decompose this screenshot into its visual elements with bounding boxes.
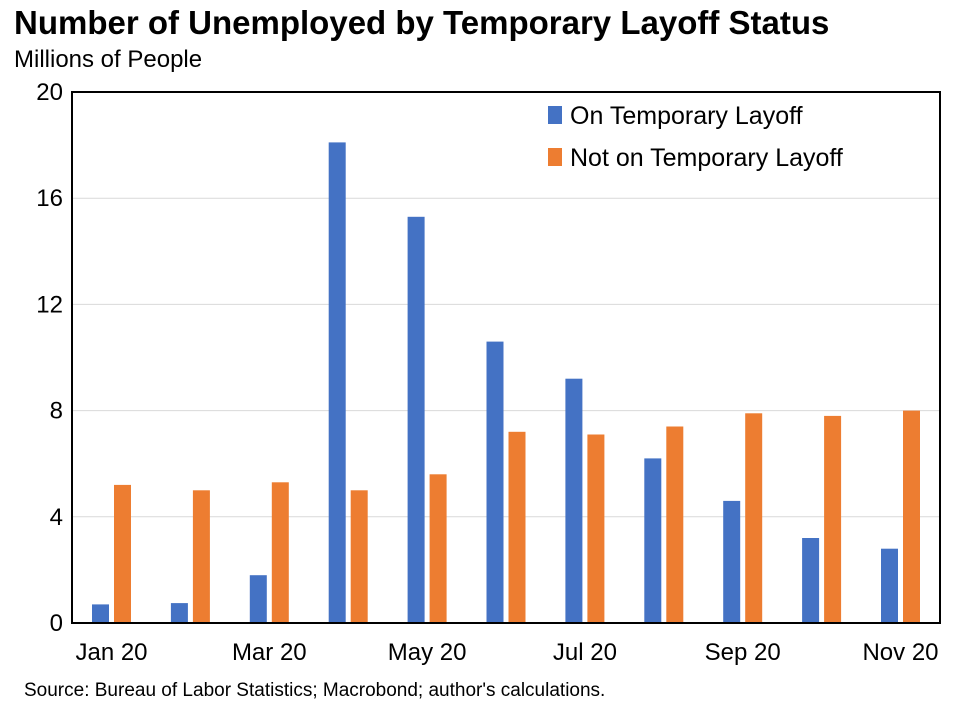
bar-not-on-temporary-layoff — [192, 490, 210, 624]
y-tick-label: 4 — [50, 504, 63, 531]
legend-swatch — [548, 106, 562, 124]
legend-swatch — [548, 148, 562, 166]
bar-not-on-temporary-layoff — [666, 426, 684, 623]
gridlines — [72, 197, 940, 518]
legend-label: On Temporary Layoff — [570, 102, 803, 130]
bar-on-temporary-layoff — [486, 341, 504, 623]
bar-not-on-temporary-layoff — [114, 484, 131, 623]
bar-not-on-temporary-layoff — [271, 482, 289, 623]
x-tick-label: Jan 20 — [75, 639, 147, 666]
chart-subtitle: Millions of People — [14, 46, 203, 73]
y-tick-label: 8 — [50, 398, 63, 425]
legend-label: Not on Temporary Layoff — [570, 144, 843, 172]
bar-on-temporary-layoff — [170, 603, 188, 623]
bar-on-temporary-layoff — [92, 604, 109, 623]
plot-frame — [71, 91, 941, 624]
y-tick-label: 0 — [50, 610, 63, 637]
bar-not-on-temporary-layoff — [903, 410, 920, 623]
y-axis-ticks: 0 4 8 12 16 20 — [36, 79, 63, 637]
bar-not-on-temporary-layoff — [508, 431, 526, 623]
bar-not-on-temporary-layoff — [824, 415, 842, 623]
bar-on-temporary-layoff — [881, 548, 898, 623]
bar-not-on-temporary-layoff — [429, 474, 447, 623]
bar-on-temporary-layoff — [328, 142, 346, 623]
bar-not-on-temporary-layoff — [350, 490, 368, 624]
y-tick-label: 20 — [36, 79, 63, 106]
source-note: Source: Bureau of Labor Statistics; Macr… — [24, 680, 606, 701]
bar-not-on-temporary-layoff — [745, 413, 763, 623]
x-tick-label: Jul 20 — [553, 639, 617, 666]
y-tick-label: 12 — [36, 291, 63, 318]
x-tick-label: Sep 20 — [705, 639, 781, 666]
legend: On Temporary Layoff Not on Temporary Layo… — [548, 102, 843, 172]
bar-on-temporary-layoff — [565, 378, 583, 623]
bar-on-temporary-layoff — [802, 538, 820, 623]
x-tick-label: Nov 20 — [862, 639, 938, 666]
bar-on-temporary-layoff — [407, 216, 425, 624]
bar-on-temporary-layoff — [249, 575, 267, 623]
x-axis-ticks: Jan 20 Mar 20 May 20 Jul 20 Sep 20 Nov 20 — [75, 639, 938, 666]
chart-title: Number of Unemployed by Temporary Layoff… — [14, 4, 830, 41]
bar-not-on-temporary-layoff — [587, 434, 605, 623]
bar-on-temporary-layoff — [644, 458, 662, 623]
y-tick-label: 16 — [36, 185, 63, 212]
bar-on-temporary-layoff — [723, 500, 741, 623]
x-tick-label: May 20 — [388, 639, 467, 666]
x-tick-label: Mar 20 — [232, 639, 307, 666]
bars — [92, 142, 920, 624]
